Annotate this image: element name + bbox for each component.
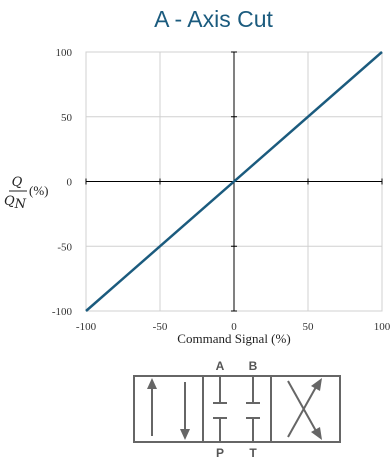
port-label-b: B: [249, 359, 258, 373]
port-label-t: T: [249, 446, 257, 460]
x-tick-label: 0: [231, 321, 237, 333]
arrow-down-head: [180, 429, 190, 440]
y-axis-label-denominator: QN: [4, 194, 27, 212]
x-tick-label: 100: [374, 321, 391, 333]
cross-arrow-2-head: [311, 427, 322, 440]
arrow-up-head: [147, 378, 157, 389]
y-tick-label: -100: [52, 306, 73, 318]
y-tick-label: 0: [67, 177, 73, 189]
x-tick-label: -50: [153, 321, 168, 333]
y-axis-label-denominator-q: Q: [4, 194, 15, 209]
y-axis-label: Q QN (%): [4, 175, 49, 212]
y-tick-label: 50: [61, 112, 73, 124]
y-tick-label: 100: [56, 47, 73, 59]
cross-arrow-1-head: [311, 378, 322, 391]
port-label-p: P: [216, 446, 224, 460]
y-axis-label-numerator: Q: [12, 175, 23, 190]
series: [85, 51, 383, 312]
x-tick-label: 50: [303, 321, 315, 333]
port-label-a: A: [216, 359, 225, 373]
x-axis-label: Command Signal (%): [177, 331, 290, 346]
series-line: [85, 51, 383, 312]
chart-title: A - Axis Cut: [154, 6, 273, 32]
cross-arrow-2-shaft: [287, 380, 317, 432]
valve-body: [133, 375, 341, 443]
tick-labels: -100 -50 0 50 100 -100 -50 0 50 100: [52, 47, 391, 333]
x-tick-label: -100: [76, 321, 97, 333]
valve-symbol: [133, 375, 341, 443]
cross-arrow-1-shaft: [287, 386, 317, 438]
y-axis-label-denominator-sub: N: [14, 197, 27, 212]
y-tick-label: -50: [57, 241, 72, 253]
y-axis-label-unit: (%): [29, 183, 49, 198]
